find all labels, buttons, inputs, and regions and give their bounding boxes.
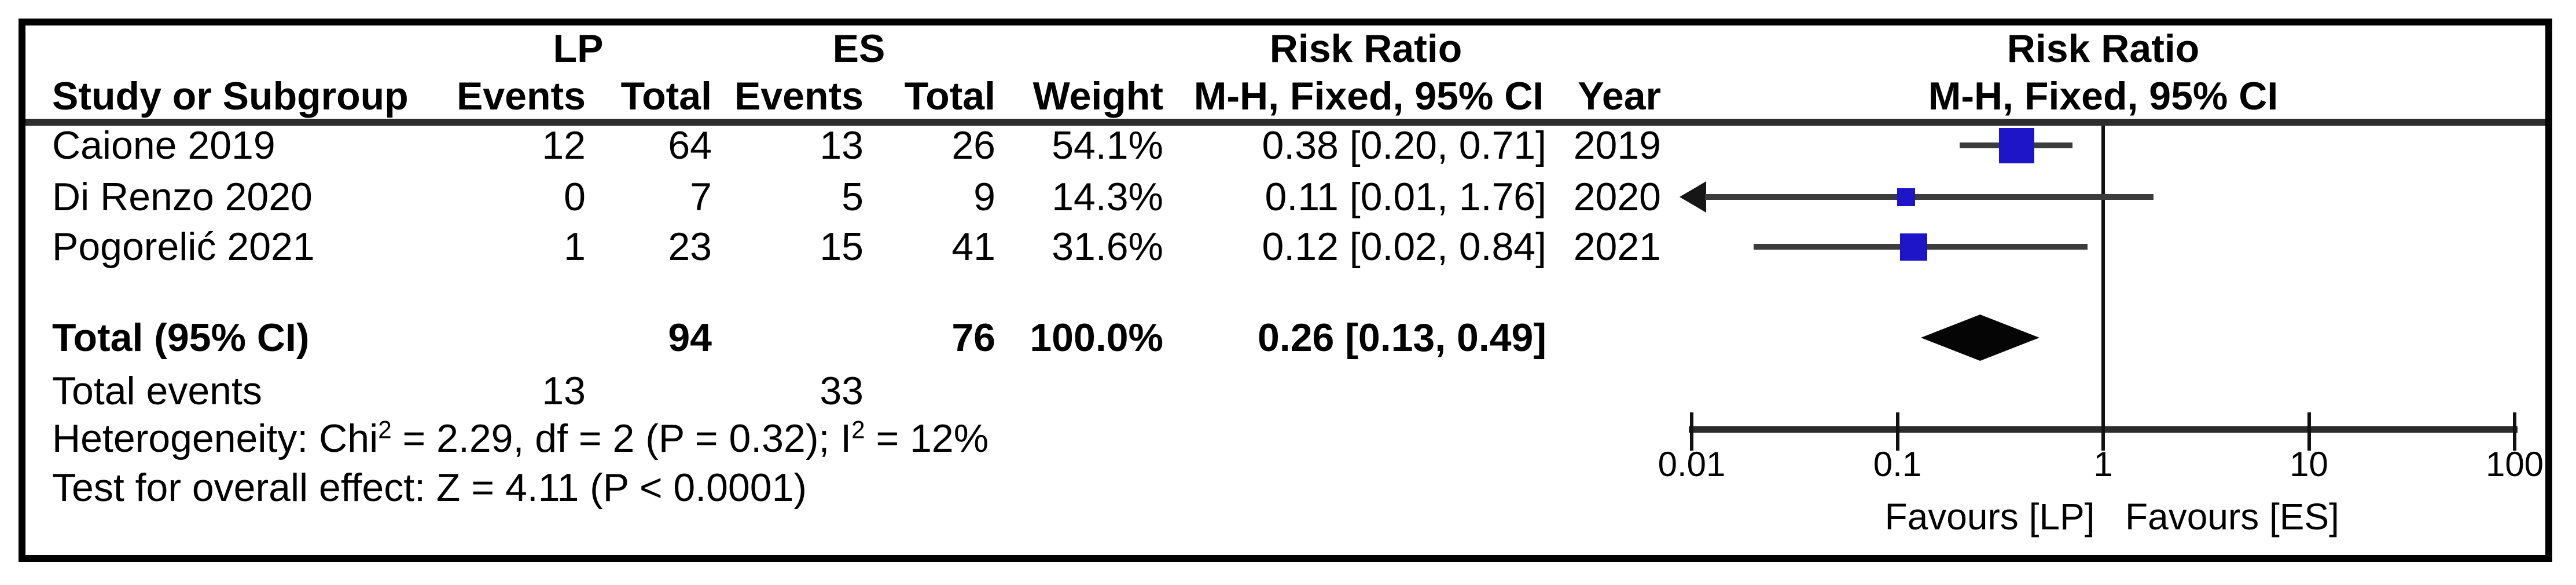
x-axis-tick	[2101, 412, 2105, 451]
col-header-weight: Weight	[1032, 74, 1163, 118]
es-total-value: 26	[951, 123, 995, 167]
weight-value: 54.1%	[1052, 123, 1163, 167]
x-axis-tick-label: 0.01	[1658, 445, 1726, 484]
col-header-method-plot: M-H, Fixed, 95% CI	[1928, 74, 2279, 118]
col-header-lp-events: Events	[457, 74, 586, 118]
heterogeneity-text-mid: = 2.29, df = 2 (P = 0.32); I	[391, 416, 852, 460]
favours-right-label: Favours [ES]	[2125, 496, 2339, 538]
confidence-interval-line	[1705, 194, 2154, 200]
group-header-lp: LP	[553, 27, 604, 71]
year-value: 2020	[1573, 175, 1661, 219]
x-axis-tick	[1895, 412, 1899, 451]
es-events-value: 13	[820, 123, 863, 167]
col-header-year: Year	[1578, 74, 1661, 118]
es-events-value: 15	[820, 225, 863, 269]
x-axis-tick	[2307, 412, 2311, 451]
total-ci-value: 0.26 [0.13, 0.49]	[1257, 316, 1546, 360]
header-risk-ratio-text: Risk Ratio	[1269, 27, 1462, 71]
header-risk-ratio-plot: Risk Ratio	[2007, 27, 2200, 71]
ci-estimate-value: 0.12 [0.02, 0.84]	[1262, 225, 1546, 269]
chi-squared-superscript: 2	[378, 416, 392, 444]
col-header-lp-total: Total	[620, 74, 712, 118]
col-header-es-events: Events	[734, 74, 863, 118]
study-name: Di Renzo 2020	[52, 175, 313, 219]
x-axis-tick	[2513, 412, 2516, 451]
total-lp-value: 94	[668, 316, 712, 360]
total-row-label: Total (95% CI)	[52, 316, 310, 360]
null-effect-line	[2101, 126, 2105, 451]
lp-total-value: 64	[668, 123, 712, 167]
weight-value: 31.6%	[1052, 225, 1163, 269]
group-header-es: ES	[832, 27, 885, 71]
effect-size-square	[1900, 233, 1928, 261]
es-events-value: 5	[841, 175, 863, 219]
favours-left-label: Favours [LP]	[1884, 496, 2095, 538]
heterogeneity-text-post: = 12%	[865, 416, 989, 460]
heterogeneity-line: Heterogeneity: Chi2 = 2.29, df = 2 (P = …	[52, 412, 988, 465]
year-value: 2019	[1573, 123, 1661, 167]
x-axis-tick-label: 0.1	[1873, 445, 1922, 484]
x-axis-tick-label: 1	[2093, 445, 2113, 484]
col-header-study: Study or Subgroup	[52, 74, 409, 118]
x-axis-tick-label: 100	[2485, 445, 2544, 484]
header-divider-line	[25, 119, 2545, 126]
study-name: Pogorelić 2021	[52, 225, 315, 269]
figure-border	[19, 19, 2552, 562]
effect-size-square	[1897, 188, 1915, 206]
lp-events-value: 12	[542, 123, 586, 167]
ci-estimate-value: 0.11 [0.01, 1.76]	[1265, 175, 1546, 219]
total-weight-value: 100.0%	[1030, 316, 1163, 360]
col-header-es-total: Total	[904, 74, 995, 118]
es-total-value: 9	[973, 175, 995, 219]
ci-estimate-value: 0.38 [0.20, 0.71]	[1262, 123, 1546, 167]
x-axis-tick-label: 10	[2290, 445, 2328, 484]
col-header-method-text: M-H, Fixed, 95% CI	[1193, 74, 1544, 118]
lp-total-value: 23	[668, 225, 712, 269]
total-es-value: 76	[951, 316, 995, 360]
ci-arrow-left	[1680, 181, 1706, 213]
year-value: 2021	[1573, 225, 1661, 269]
total-events-es-value: 33	[820, 369, 863, 413]
es-total-value: 41	[951, 225, 995, 269]
lp-events-value: 0	[564, 175, 586, 219]
effect-size-square	[1999, 127, 2035, 163]
x-axis-tick	[1690, 412, 1693, 451]
study-name: Caione 2019	[52, 123, 275, 167]
i-squared-superscript: 2	[851, 416, 865, 444]
lp-total-value: 7	[690, 175, 712, 219]
heterogeneity-text: Heterogeneity: Chi	[52, 416, 379, 460]
lp-events-value: 1	[564, 225, 586, 269]
total-events-lp-value: 13	[542, 369, 586, 413]
weight-value: 14.3%	[1052, 175, 1163, 219]
total-events-label: Total events	[52, 369, 262, 413]
overall-effect-line: Test for overall effect: Z = 4.11 (P < 0…	[52, 466, 807, 510]
